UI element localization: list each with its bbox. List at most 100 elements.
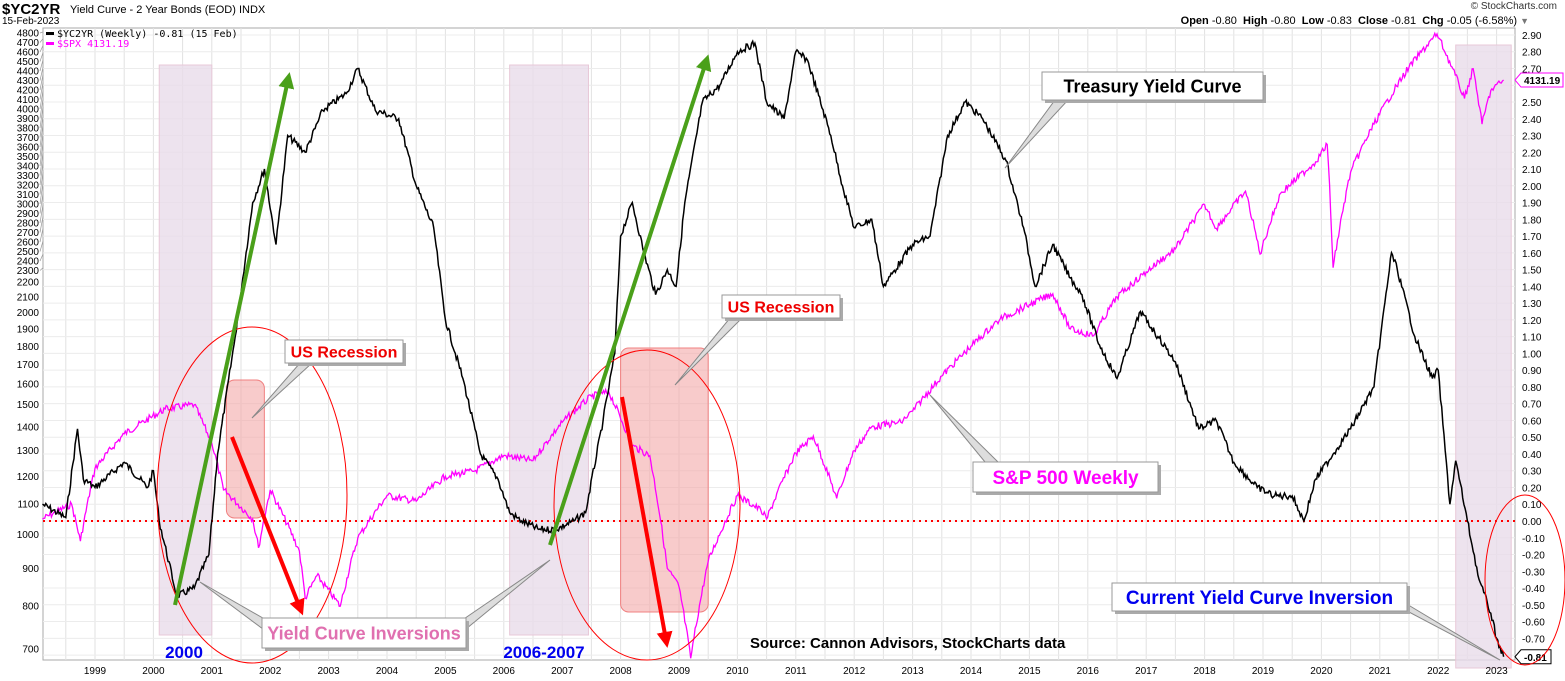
- left-tick-leader: [39, 172, 44, 195]
- shaded-periods: [158, 44, 1512, 669]
- left-tick-label: 1100: [17, 500, 39, 511]
- left-tick-leader: [39, 182, 44, 205]
- recession-box: [225, 379, 265, 519]
- high-value: -0.80: [1270, 15, 1296, 27]
- left-tick-label: 2000: [17, 308, 40, 319]
- left-tick-label: 4500: [17, 57, 40, 68]
- left-tick-leader: [39, 52, 44, 62]
- x-tick-label: 2000: [142, 666, 165, 677]
- us-recession-callout-2-label: US Recession: [728, 299, 835, 316]
- left-tick-label: 2600: [17, 238, 40, 249]
- brand[interactable]: © StockCharts.com: [1470, 1, 1557, 12]
- left-tick-label: 900: [22, 564, 39, 575]
- recession-box: [620, 347, 709, 613]
- left-tick-label: 3400: [17, 162, 40, 173]
- left-tick-leader: [39, 31, 44, 34]
- green-arrow: [173, 72, 295, 606]
- right-tick-label: 1.20: [1522, 316, 1542, 327]
- left-tick-leader: [39, 59, 44, 72]
- right-tick-label: 2.70: [1522, 64, 1542, 75]
- red-arrow: [620, 396, 673, 648]
- chart-title: Yield Curve - 2 Year Bonds (EOD) INDX: [70, 4, 265, 16]
- x-tick-label: 2018: [1193, 666, 1216, 677]
- right-tick-label: 0.70: [1522, 400, 1542, 411]
- x-tick-label: 2006: [493, 666, 516, 677]
- right-tick-label: -0.30: [1522, 567, 1545, 578]
- yc-last-value-tag: [1514, 649, 1552, 665]
- spx-last-value: 4131.19: [1524, 76, 1561, 87]
- x-tick-label: 2008: [609, 666, 632, 677]
- left-tick-leader: [39, 151, 44, 176]
- red-arrow: [230, 436, 305, 616]
- highlight-ellipse: [553, 349, 741, 661]
- chg-label: Chg: [1422, 15, 1444, 27]
- right-tick-label: 2.30: [1522, 132, 1542, 143]
- source-note: Source: Cannon Advisors, StockCharts dat…: [750, 635, 1066, 652]
- right-tick-label: 2.80: [1522, 48, 1542, 59]
- left-tick-label: 800: [22, 602, 39, 613]
- left-tick-label: 2300: [17, 266, 40, 277]
- x-tick-label: 2014: [960, 666, 983, 677]
- sp500-callout-label: S&P 500 Weekly: [992, 468, 1139, 489]
- left-tick-label: 1900: [17, 324, 40, 335]
- right-tick-label: -0.60: [1522, 618, 1545, 629]
- left-tick-label: 4200: [17, 86, 40, 97]
- left-tick-leader: [39, 228, 44, 243]
- legend-spx: $SPX 4131.19: [57, 39, 129, 50]
- us-recession-callout-2-box: [721, 294, 841, 319]
- treasury-callout-label: Treasury Yield Curve: [1063, 76, 1241, 96]
- plot-area: [42, 27, 1516, 661]
- right-tick-label: 0.10: [1522, 500, 1542, 511]
- left-tick-label: 4700: [17, 38, 40, 49]
- right-tick-label: 2.40: [1522, 115, 1542, 126]
- left-tick-leader: [39, 74, 44, 91]
- left-tick-leader: [39, 133, 44, 157]
- sp500-callout-box: [972, 461, 1159, 493]
- x-tick-label: 1999: [84, 666, 107, 677]
- x-tick-label: 2016: [1077, 666, 1100, 677]
- left-tick-leader: [39, 106, 44, 129]
- left-tick-label: 2500: [17, 247, 40, 258]
- left-tick-label: 1800: [17, 342, 40, 353]
- current-inversion-callout-box: [1111, 582, 1408, 612]
- left-tick-label: 3200: [17, 181, 40, 192]
- right-tick-label: 0.50: [1522, 433, 1542, 444]
- axes: 1999 2000 2001 2002 2003 2004 2005 2006 2007 2008…: [17, 29, 1545, 678]
- close-value: -0.81: [1391, 15, 1417, 27]
- right-tick-label: 0.20: [1522, 483, 1542, 494]
- label-2000: 2000: [165, 643, 203, 662]
- left-tick-leader: [39, 45, 44, 53]
- spx-last-value-tag: [1514, 72, 1564, 88]
- dropdown-triangle-icon[interactable]: ▼: [1520, 16, 1529, 26]
- x-tick-label: 2022: [1427, 666, 1450, 677]
- x-tick-label: 2004: [376, 666, 399, 677]
- left-tick-label: 2400: [17, 257, 40, 268]
- right-tick-label: 2.20: [1522, 148, 1542, 159]
- x-tick-label: 2001: [201, 666, 224, 677]
- spx-series-line: [42, 31, 1505, 659]
- left-tick-label: 4000: [17, 105, 40, 116]
- right-tick-label: 1.30: [1522, 299, 1542, 310]
- left-tick-leader: [39, 267, 44, 271]
- right-tick-label: -0.20: [1522, 551, 1545, 562]
- left-tick-label: 2900: [17, 209, 40, 220]
- close-label: Close: [1358, 15, 1388, 27]
- left-tick-label: 1500: [17, 400, 40, 411]
- x-tick-label: 2007: [551, 666, 574, 677]
- left-tick-label: 700: [22, 645, 39, 656]
- left-tick-label: 3600: [17, 143, 40, 154]
- legend-swatch-yc: [46, 32, 54, 35]
- x-tick-label: 2003: [317, 666, 340, 677]
- left-tick-label: 1000: [17, 530, 40, 541]
- legend-yc: $YC2YR (Weekly) -0.81 (15 Feb): [57, 29, 238, 40]
- open-label: Open: [1180, 15, 1209, 27]
- x-tick-label: 2023: [1485, 666, 1508, 677]
- left-tick-label: 2700: [17, 228, 40, 239]
- right-tick-label: 2.10: [1522, 165, 1542, 176]
- open-value: -0.80: [1211, 15, 1237, 27]
- highlight-ellipse: [1484, 494, 1565, 666]
- left-tick-label: 1400: [17, 422, 40, 433]
- left-tick-label: 4300: [17, 76, 40, 87]
- right-tick-label: 0.40: [1522, 450, 1542, 461]
